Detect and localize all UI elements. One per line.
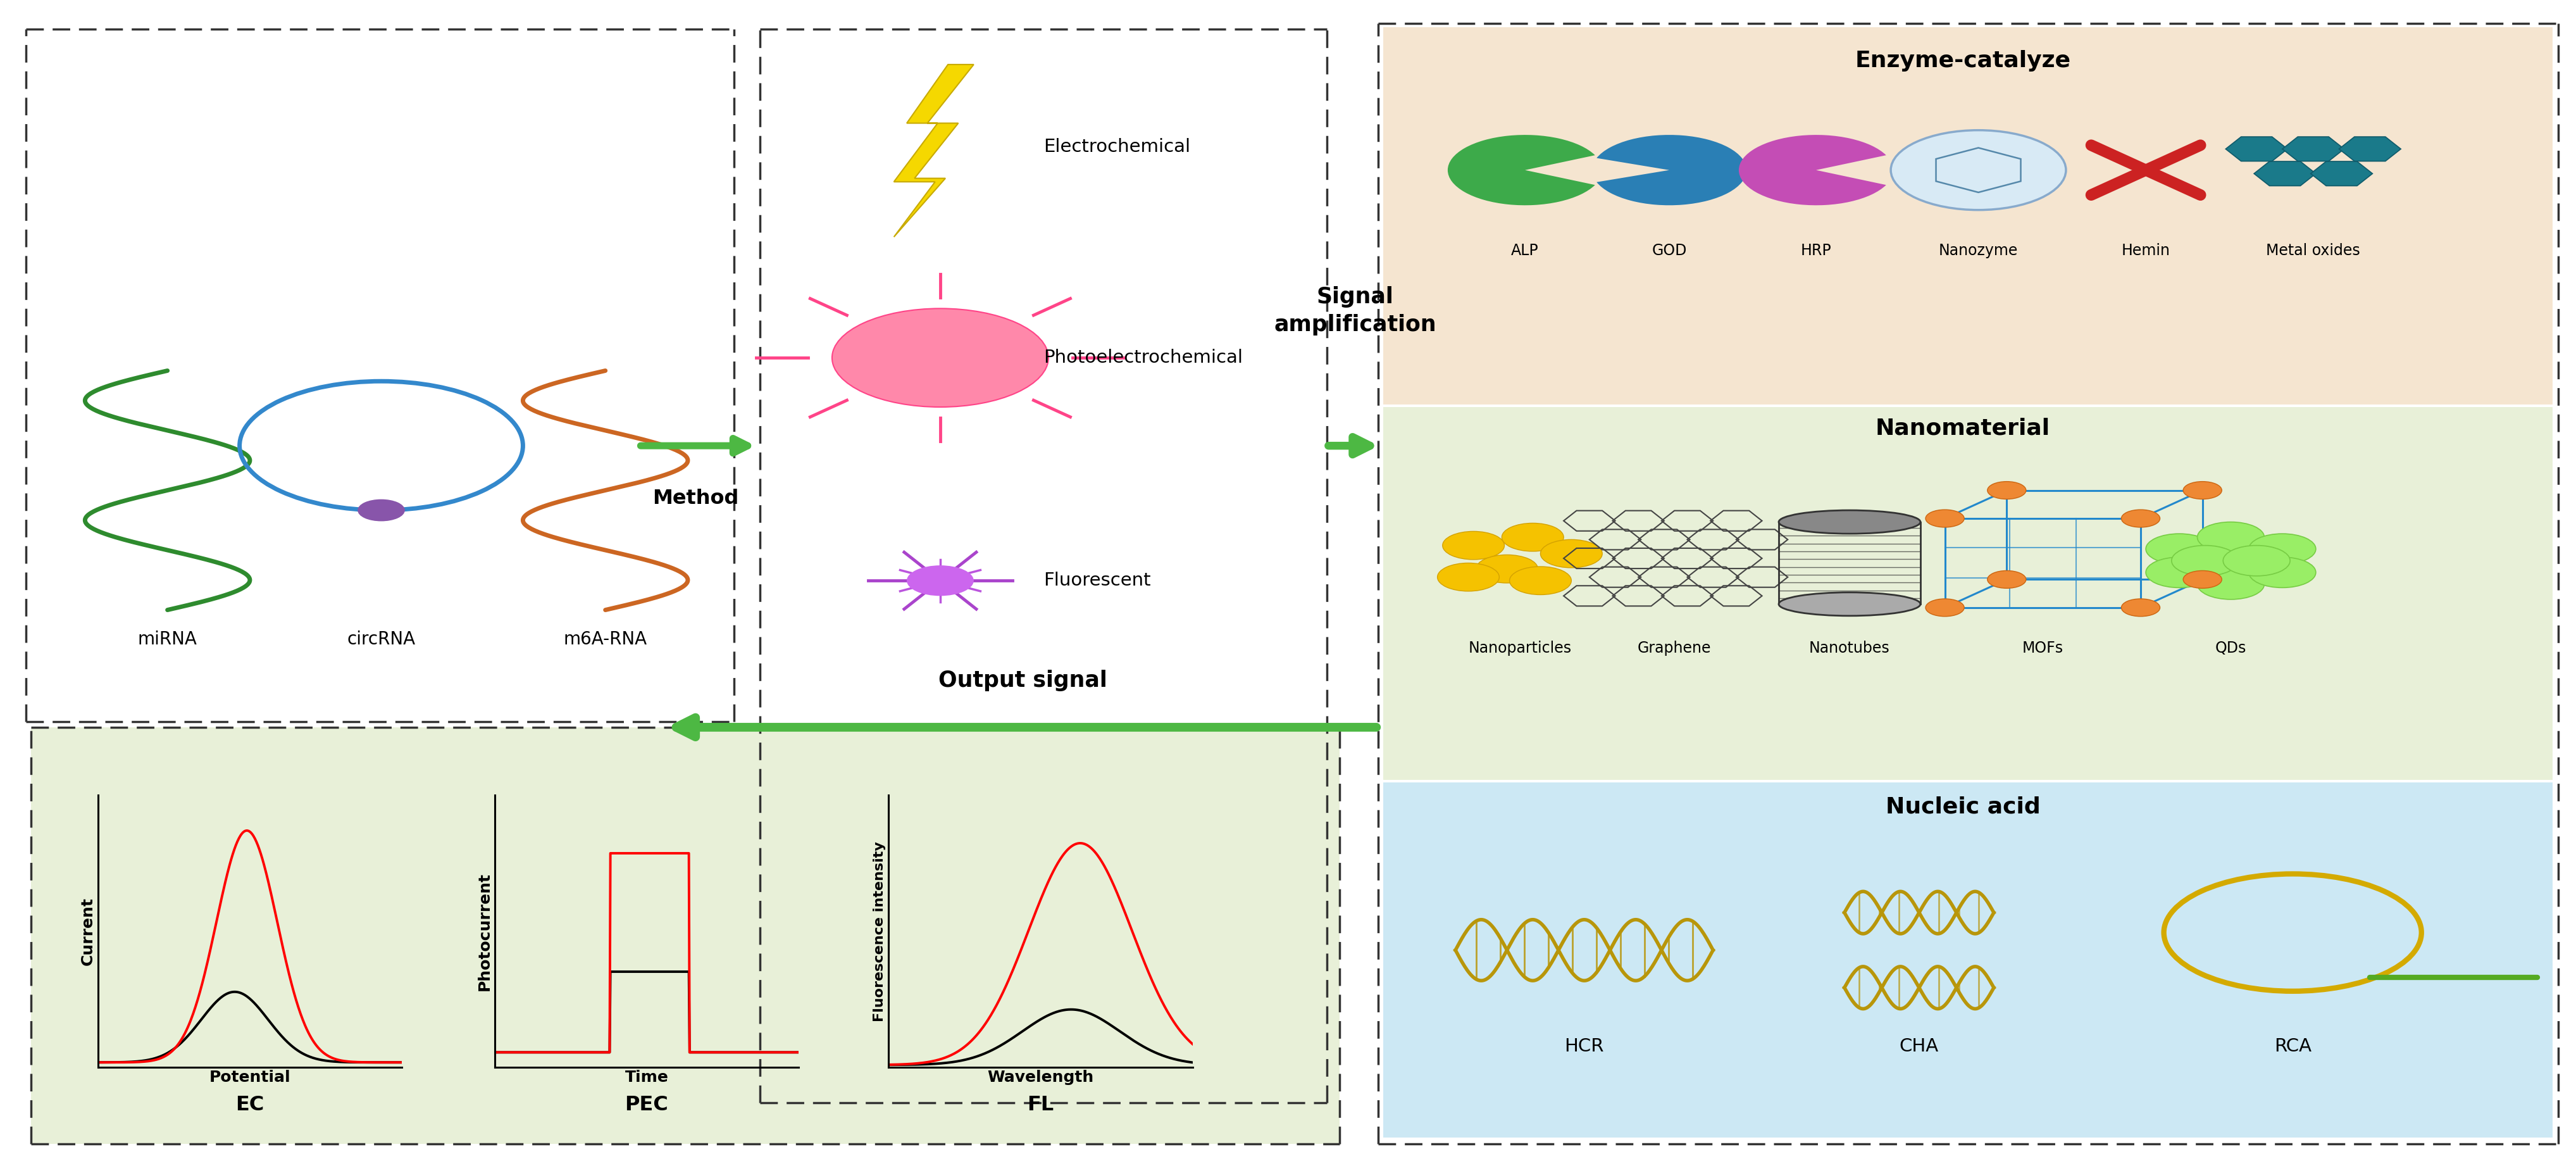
Circle shape bbox=[1927, 598, 1965, 617]
Y-axis label: Photocurrent: Photocurrent bbox=[477, 873, 492, 990]
Wedge shape bbox=[1597, 135, 1747, 205]
Polygon shape bbox=[2226, 137, 2287, 161]
Circle shape bbox=[2249, 557, 2316, 588]
Text: HCR: HCR bbox=[1564, 1037, 1605, 1056]
Text: RCA: RCA bbox=[2275, 1037, 2311, 1056]
Text: Metal oxides: Metal oxides bbox=[2267, 243, 2360, 258]
Text: CHA: CHA bbox=[1899, 1037, 1940, 1056]
Polygon shape bbox=[894, 65, 974, 237]
Circle shape bbox=[907, 565, 974, 596]
Text: Nanozyme: Nanozyme bbox=[1940, 243, 2017, 258]
Text: Nanomaterial: Nanomaterial bbox=[1875, 418, 2050, 439]
Circle shape bbox=[2223, 545, 2290, 576]
Polygon shape bbox=[2254, 162, 2316, 185]
Text: Photoelectrochemical: Photoelectrochemical bbox=[1043, 348, 1242, 367]
Text: Method: Method bbox=[652, 489, 739, 508]
Circle shape bbox=[2172, 545, 2239, 576]
Circle shape bbox=[1927, 509, 1965, 527]
Circle shape bbox=[1891, 130, 2066, 210]
Bar bbox=[1383, 407, 2553, 780]
Text: Hemin: Hemin bbox=[2123, 243, 2169, 258]
Text: QDs: QDs bbox=[2215, 640, 2246, 656]
Polygon shape bbox=[2311, 162, 2372, 185]
X-axis label: Potential: Potential bbox=[209, 1070, 291, 1085]
Circle shape bbox=[1502, 523, 1564, 551]
Text: PEC: PEC bbox=[626, 1096, 667, 1114]
Circle shape bbox=[2184, 481, 2221, 500]
X-axis label: Time: Time bbox=[626, 1070, 667, 1085]
Text: Nucleic acid: Nucleic acid bbox=[1886, 796, 2040, 818]
Ellipse shape bbox=[1777, 510, 1919, 534]
Circle shape bbox=[358, 500, 404, 521]
Y-axis label: Fluorescence intensity: Fluorescence intensity bbox=[873, 841, 886, 1022]
Text: m6A-RNA: m6A-RNA bbox=[564, 630, 647, 649]
Circle shape bbox=[1510, 567, 1571, 595]
Text: Electrochemical: Electrochemical bbox=[1043, 137, 1190, 156]
Text: Fluorescent: Fluorescent bbox=[1043, 571, 1151, 590]
Circle shape bbox=[2146, 557, 2213, 588]
Circle shape bbox=[1989, 570, 2027, 589]
Circle shape bbox=[2123, 509, 2159, 527]
Circle shape bbox=[2146, 534, 2213, 564]
Circle shape bbox=[1437, 563, 1499, 591]
Text: MOFs: MOFs bbox=[2022, 640, 2063, 656]
Text: Output signal: Output signal bbox=[938, 670, 1108, 691]
Circle shape bbox=[832, 308, 1048, 407]
Ellipse shape bbox=[1777, 592, 1919, 616]
Text: FL: FL bbox=[1028, 1096, 1054, 1114]
Text: HRP: HRP bbox=[1801, 243, 1832, 258]
Circle shape bbox=[1443, 531, 1504, 560]
Polygon shape bbox=[2282, 137, 2344, 161]
Text: Graphene: Graphene bbox=[1638, 640, 1710, 656]
Text: circRNA: circRNA bbox=[348, 630, 415, 649]
Bar bbox=[1383, 27, 2553, 405]
Circle shape bbox=[1989, 481, 2027, 500]
Text: Nanoparticles: Nanoparticles bbox=[1468, 640, 1571, 656]
Circle shape bbox=[1476, 555, 1538, 583]
X-axis label: Wavelength: Wavelength bbox=[987, 1070, 1095, 1085]
Circle shape bbox=[1540, 540, 1602, 568]
Circle shape bbox=[2249, 534, 2316, 564]
Text: Signal
amplification: Signal amplification bbox=[1273, 286, 1437, 335]
Text: miRNA: miRNA bbox=[137, 630, 198, 649]
Wedge shape bbox=[1739, 135, 1886, 205]
Polygon shape bbox=[2339, 137, 2401, 161]
Wedge shape bbox=[1448, 135, 1595, 205]
Text: EC: EC bbox=[234, 1096, 265, 1114]
Text: Enzyme-catalyze: Enzyme-catalyze bbox=[1855, 50, 2071, 72]
Circle shape bbox=[2184, 570, 2221, 589]
Text: ALP: ALP bbox=[1512, 243, 1538, 258]
Bar bbox=[31, 727, 1340, 1144]
Circle shape bbox=[2197, 522, 2264, 552]
Circle shape bbox=[2197, 569, 2264, 599]
Bar bbox=[1383, 782, 2553, 1138]
Y-axis label: Current: Current bbox=[80, 897, 95, 965]
Circle shape bbox=[2123, 598, 2159, 617]
Text: GOD: GOD bbox=[1651, 243, 1687, 258]
Text: Nanotubes: Nanotubes bbox=[1808, 640, 1891, 656]
